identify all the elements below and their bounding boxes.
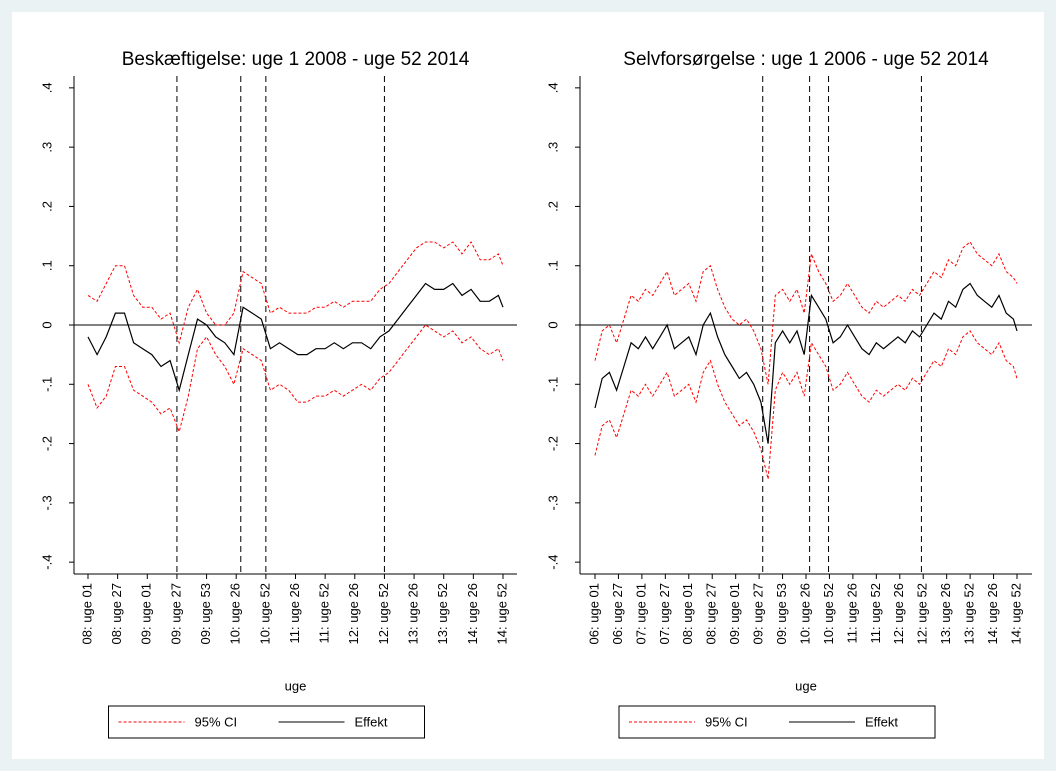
y-tick-label: .2	[545, 201, 560, 212]
x-tick-label: 14: uge 26	[465, 583, 480, 644]
y-tick-label: -.3	[545, 495, 560, 510]
y-tick-label: -.3	[39, 495, 54, 510]
x-tick-label: 11: uge 26	[844, 583, 859, 643]
legend-label: 95% CI	[195, 714, 238, 729]
legend-label: 95% CI	[705, 714, 748, 729]
y-tick-label: .2	[39, 201, 54, 212]
x-tick-label: 11: uge 52	[868, 583, 883, 643]
x-tick-label: 14: uge 26	[985, 583, 1000, 644]
panel-background	[12, 12, 1044, 759]
x-tick-label: 10: uge 26	[228, 583, 243, 644]
chart-title: Beskæftigelse: uge 1 2008 - uge 52 2014	[122, 49, 470, 70]
y-tick-label: -.2	[39, 436, 54, 451]
y-tick-label: -.4	[39, 555, 54, 570]
x-tick-label: 06: uge 01	[586, 583, 601, 644]
legend-label: Effekt	[865, 714, 898, 729]
x-tick-label: 14: uge 52	[494, 583, 509, 644]
x-tick-label: 08: uge 01	[79, 583, 94, 644]
y-tick-label: 0	[545, 321, 560, 328]
ci-line	[87, 282, 504, 393]
y-tick-label: -.4	[545, 555, 560, 570]
x-tick-label: 13: uge 52	[962, 583, 977, 644]
y-tick-label: 0	[39, 321, 54, 328]
chart-title: Selvforsørgelse : uge 1 2006 - uge 52 20…	[623, 49, 989, 70]
x-tick-label: 09: uge 27	[168, 583, 183, 644]
effect-line	[87, 324, 504, 434]
x-tick-label: 07: uge 01	[633, 583, 648, 644]
x-tick-label: 13: uge 52	[435, 583, 450, 644]
effect-line	[87, 241, 504, 345]
x-tick-label: 09: uge 53	[198, 583, 213, 644]
x-tick-label: 14: uge 52	[1008, 583, 1023, 644]
x-tick-label: 08: uge 27	[704, 583, 719, 644]
x-tick-label: 09: uge 53	[774, 583, 789, 644]
y-tick-label: .3	[545, 142, 560, 153]
y-tick-label: .4	[545, 82, 560, 93]
legend-label: Effekt	[355, 714, 388, 729]
x-axis-label: uge	[285, 678, 307, 693]
x-tick-label: 08: uge 27	[109, 583, 124, 644]
x-tick-label: 12: uge 52	[376, 583, 391, 644]
y-tick-label: .3	[39, 142, 54, 153]
x-tick-label: 10: uge 26	[797, 583, 812, 644]
y-tick-label: .1	[39, 260, 54, 271]
x-tick-label: 11: uge 52	[317, 583, 332, 643]
x-tick-label: 12: uge 26	[346, 583, 361, 644]
x-tick-label: 10: uge 52	[257, 583, 272, 644]
x-tick-label: 09: uge 27	[751, 583, 766, 644]
y-tick-label: -.2	[545, 436, 560, 451]
x-tick-label: 13: uge 26	[406, 583, 421, 644]
x-axis-label: uge	[795, 678, 817, 693]
x-tick-label: 09: uge 01	[139, 583, 154, 644]
x-tick-label: 11: uge 26	[287, 583, 302, 643]
y-tick-label: -.1	[545, 377, 560, 392]
x-tick-label: 13: uge 26	[938, 583, 953, 644]
ci-line	[594, 282, 1018, 444]
effect-line	[594, 241, 1018, 385]
x-tick-label: 07: uge 27	[657, 583, 672, 644]
y-tick-label: .4	[39, 82, 54, 93]
effect-line	[594, 330, 1018, 480]
x-tick-label: 08: uge 01	[680, 583, 695, 644]
x-tick-label: 09: uge 01	[727, 583, 742, 644]
x-tick-label: 12: uge 26	[891, 583, 906, 644]
y-tick-label: -.1	[39, 377, 54, 392]
x-tick-label: 10: uge 52	[821, 583, 836, 644]
x-tick-label: 06: uge 27	[610, 583, 625, 644]
y-tick-label: .1	[545, 260, 560, 271]
x-tick-label: 12: uge 52	[915, 583, 930, 644]
